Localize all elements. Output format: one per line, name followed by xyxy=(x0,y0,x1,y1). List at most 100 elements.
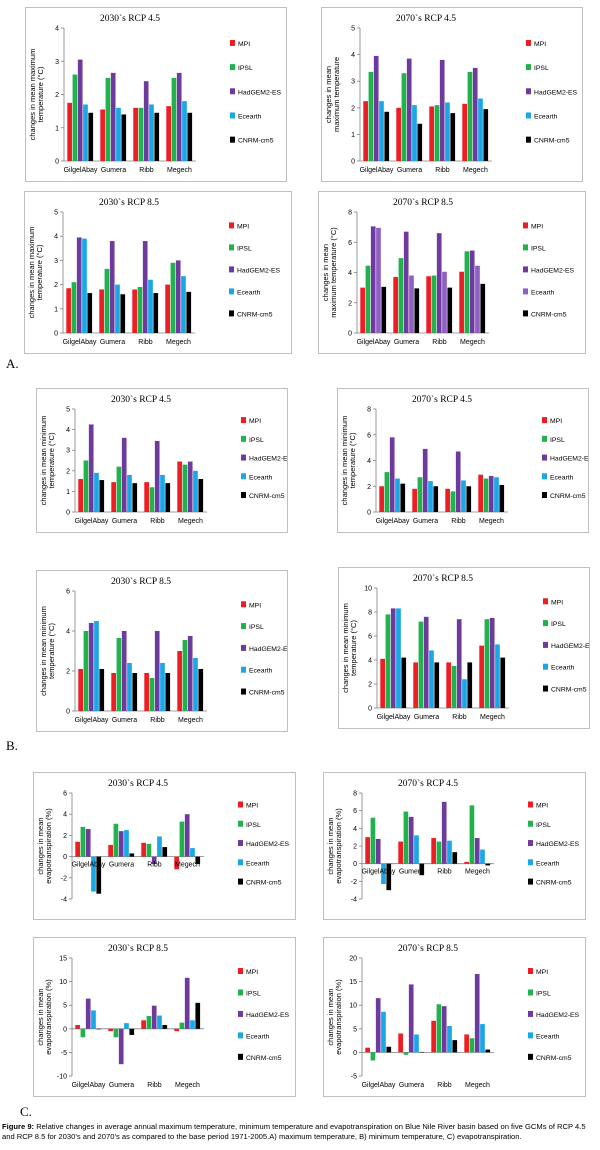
bar-mpi xyxy=(75,1025,80,1029)
bar-ecearth xyxy=(148,279,153,333)
bar-ecearth xyxy=(412,105,417,161)
bar-hadgem2-es xyxy=(370,226,376,333)
y-tick-label: 6 xyxy=(348,240,352,247)
y-axis-label: changes in mean xyxy=(326,988,335,1045)
legend-label: CNRM-cm5 xyxy=(249,493,285,500)
bar-cnrm-cm5 xyxy=(466,486,472,512)
y-tick-label: 1 xyxy=(55,125,59,132)
legend-swatch xyxy=(528,1053,533,1060)
legend-label: IPSL xyxy=(246,990,261,997)
bar-mpi xyxy=(398,841,403,864)
bar-hadgem2-es xyxy=(109,241,115,333)
bar-cnrm-cm5 xyxy=(400,483,406,512)
bar-cnrm-cm5 xyxy=(447,287,453,333)
legend-swatch xyxy=(238,878,243,885)
bar-mpi xyxy=(431,838,436,864)
y-axis-label: changes in mean xyxy=(36,988,45,1045)
y-tick-label: 8 xyxy=(348,210,352,217)
bar-cnrm-cm5 xyxy=(483,109,489,161)
bar-ipsl xyxy=(450,491,456,512)
bar-ecearth xyxy=(429,650,434,708)
legend-label: IPSL xyxy=(534,65,549,72)
section-label-a: A. xyxy=(6,356,19,371)
legend-swatch xyxy=(528,1010,533,1017)
x-category-label: Gumera xyxy=(399,1082,424,1089)
bar-ipsl xyxy=(384,472,390,512)
bar-cnrm-cm5 xyxy=(186,291,192,333)
legend-label: CNRM-cm5 xyxy=(238,138,274,145)
bar-cnrm-cm5 xyxy=(87,293,93,333)
y-tick-label: 4 xyxy=(63,812,67,819)
legend-label: Ecearth xyxy=(249,668,273,675)
bar-mpi xyxy=(100,109,105,161)
bar-cnrm-cm5 xyxy=(120,294,126,333)
bar-mpi xyxy=(431,1020,436,1053)
bar-ipsl xyxy=(179,821,185,857)
legend-label: MPI xyxy=(237,223,249,230)
bar-mpi xyxy=(141,1020,146,1029)
y-tick-label: 2 xyxy=(351,105,355,112)
x-category-label: Gumera xyxy=(397,167,422,174)
bar-cnrm-cm5 xyxy=(162,847,168,857)
bar-ipsl xyxy=(370,1052,376,1061)
bar-ecearth xyxy=(94,621,99,711)
bar-cnrm-cm5 xyxy=(153,293,159,333)
y-tick-label: 2 xyxy=(54,282,58,289)
legend-swatch xyxy=(542,435,547,442)
chart-title: 2030`s RCP 8.5 xyxy=(99,197,159,208)
legend-label: CNRM-cm5 xyxy=(531,311,567,318)
bar-hadgem2-es xyxy=(121,631,127,711)
bar-cnrm-cm5 xyxy=(499,484,505,512)
legend-swatch xyxy=(241,435,246,442)
bar-ipsl xyxy=(398,258,404,333)
x-category-label: Gumera xyxy=(414,714,439,721)
bar-ipsl xyxy=(417,477,423,512)
bar-ipsl xyxy=(483,478,489,512)
bar-ipsl xyxy=(418,621,424,708)
bar-hadgem2-es xyxy=(441,801,447,864)
bar-hadgem2-es xyxy=(151,856,157,865)
x-category-label: GilgelAbay xyxy=(362,869,396,876)
y-tick-label: 4 xyxy=(55,26,59,33)
chart-panel-a2: 2070`s RCP 4.5 changes in mean maximum tem… xyxy=(321,7,583,182)
legend-label: MPI xyxy=(238,41,250,48)
y-tick-label: -5 xyxy=(351,1074,357,1081)
bar-cnrm-cm5 xyxy=(132,673,138,711)
legend-swatch xyxy=(238,1032,243,1039)
legend-swatch xyxy=(238,968,243,975)
bar-cnrm-cm5 xyxy=(500,657,506,708)
bar-ecearth xyxy=(124,1023,129,1029)
legend-swatch xyxy=(241,492,246,499)
bar-ipsl xyxy=(170,262,176,333)
y-tick-label: 0 xyxy=(63,1026,67,1033)
legend-label: Ecearth xyxy=(249,474,273,481)
legend-swatch xyxy=(238,1010,243,1017)
legend-swatch xyxy=(230,136,235,143)
bar-ipsl xyxy=(368,71,374,161)
chart-svg-a2: 2070`s RCP 4.5 changes in mean maximum tem… xyxy=(324,13,578,174)
bar-mpi xyxy=(133,107,138,161)
bar-hadgem2-es xyxy=(85,998,91,1029)
legend-swatch xyxy=(528,878,533,885)
bar-ecearth xyxy=(83,104,88,161)
bar-hadgem2-es xyxy=(441,1006,447,1053)
y-tick-label: -4 xyxy=(351,897,357,904)
x-category-label: Ribb xyxy=(147,862,162,869)
legend-swatch xyxy=(241,644,246,651)
x-category-label: Ribb xyxy=(451,518,466,525)
bar-ipsl xyxy=(113,823,119,857)
bar-hadgem2-es xyxy=(423,616,429,708)
y-tick-label: 2 xyxy=(348,300,352,307)
legend-swatch xyxy=(238,820,243,827)
chart-panel-b2: 2070`s RCP 4.5 changes in mean minimum tem… xyxy=(337,388,589,533)
legend-swatch xyxy=(230,112,235,119)
x-category-label: Gumera xyxy=(112,717,137,724)
bar-ipsl xyxy=(403,1052,409,1055)
bar-hadgem2-es xyxy=(187,461,193,512)
bar-cnrm-cm5 xyxy=(485,863,491,866)
bar-ecearth xyxy=(193,470,198,512)
x-category-label: Gumera xyxy=(112,518,137,525)
bar-cnrm-cm5 xyxy=(88,112,94,161)
x-category-label: GilgelAbay xyxy=(64,167,98,174)
legend-swatch xyxy=(241,688,246,695)
